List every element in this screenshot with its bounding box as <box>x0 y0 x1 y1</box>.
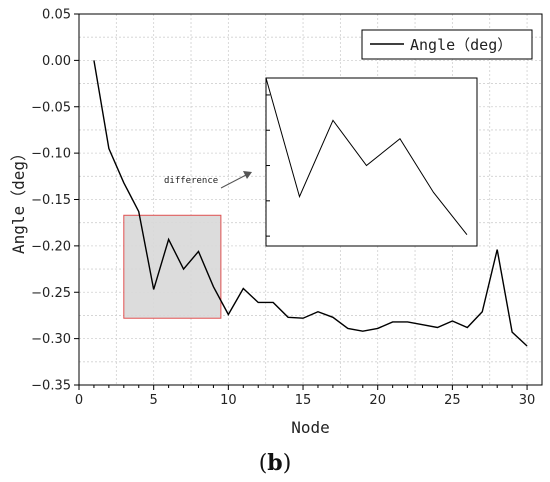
inset-zoom-panel <box>265 77 478 247</box>
y-tick-label: −0.05 <box>31 100 71 115</box>
y-tick-label: −0.20 <box>31 239 71 254</box>
x-tick-label: 20 <box>369 393 386 408</box>
x-tick-label: 15 <box>295 393 312 408</box>
x-tick-label: 5 <box>150 393 158 408</box>
x-tick-label: 30 <box>519 393 536 408</box>
y-tick-label: 0.00 <box>42 54 71 69</box>
y-tick-label: −0.35 <box>31 379 71 394</box>
caption-letter: b <box>267 450 282 476</box>
highlight-rect <box>123 214 222 319</box>
axis-ticks <box>74 13 528 390</box>
figure-caption: (b) <box>259 450 292 476</box>
annotation-arrow <box>220 174 247 189</box>
legend-label: Angle（deg） <box>410 36 512 54</box>
annotation: difference <box>164 171 252 189</box>
series-line-angle <box>93 60 528 347</box>
y-tick-label: −0.30 <box>31 332 71 347</box>
x-axis-title: Node <box>291 418 330 437</box>
annotation-arrow-head <box>243 171 252 179</box>
series-lines <box>93 60 528 347</box>
x-tick-label: 0 <box>75 393 83 408</box>
x-tick-label: 25 <box>444 393 461 408</box>
legend: Angle（deg） <box>361 29 533 60</box>
y-tick-label: −0.25 <box>31 286 71 301</box>
y-tick-label: 0.05 <box>42 8 71 23</box>
x-tick-label: 10 <box>220 393 237 408</box>
y-tick-labels: 0.05 0.00 −0.05 −0.10 −0.15 −0.20 −0.25 −0.30 −0… <box>31 8 71 394</box>
inset-series-line <box>265 77 468 236</box>
y-tick-label: −0.15 <box>31 193 71 208</box>
y-tick-label: −0.10 <box>31 147 71 162</box>
x-tick-labels: 0 5 10 15 20 25 30 <box>75 393 535 408</box>
y-axis-title: Angle（deg） <box>9 145 28 254</box>
annotation-text: difference <box>164 176 218 186</box>
highlight-region <box>123 214 222 319</box>
